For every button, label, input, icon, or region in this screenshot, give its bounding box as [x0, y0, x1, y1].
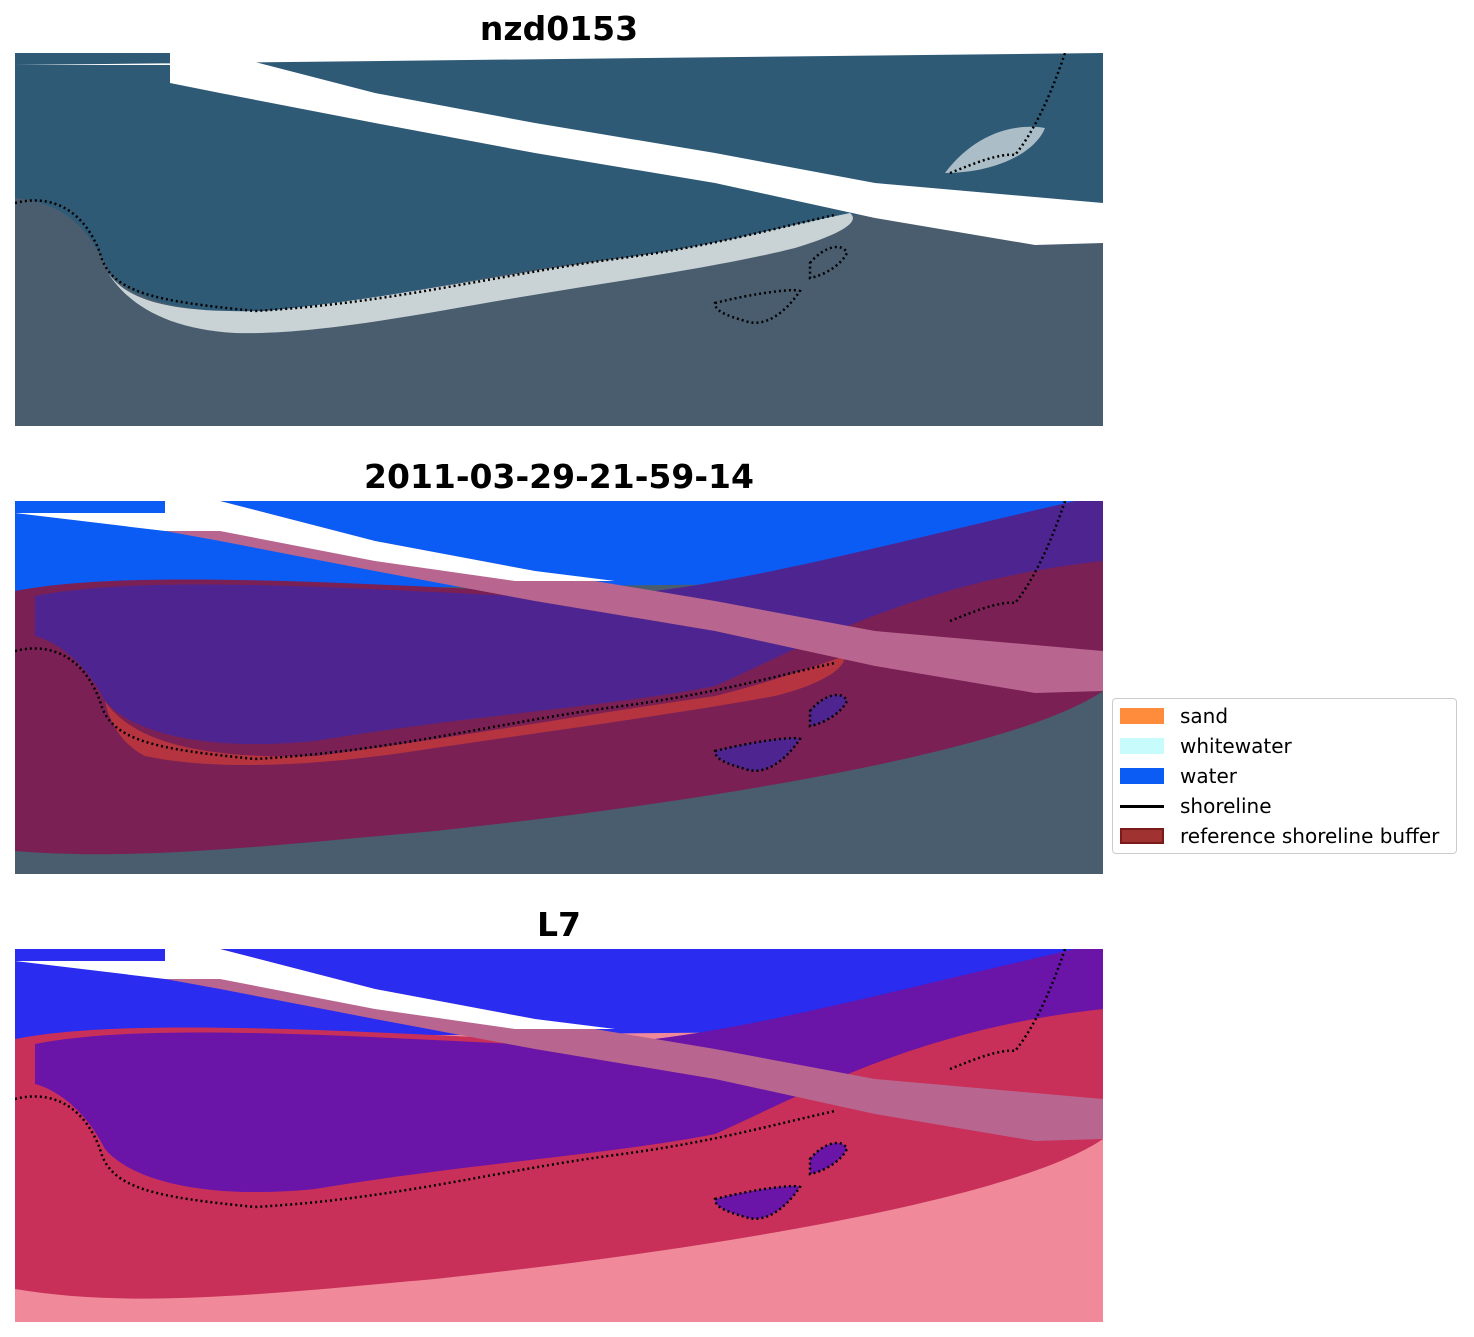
panel-title-index: L7: [537, 905, 581, 944]
sand-swatch: [1120, 708, 1164, 724]
legend-label-reference-buffer: reference shoreline buffer: [1180, 824, 1440, 848]
legend-item-water: water: [1120, 761, 1237, 791]
index-image-panel: [15, 949, 1103, 1322]
classified-image-panel: [15, 501, 1103, 874]
classified-image: [15, 501, 1103, 874]
legend: sand whitewater water shoreline referenc…: [1112, 698, 1457, 854]
rgb-satellite-image: [15, 53, 1103, 426]
legend-item-reference-buffer: reference shoreline buffer: [1120, 821, 1439, 851]
legend-item-whitewater: whitewater: [1120, 731, 1292, 761]
panel-title-classified: 2011-03-29-21-59-14: [364, 457, 754, 496]
panel-title-rgb: nzd0153: [479, 9, 639, 48]
legend-item-sand: sand: [1120, 701, 1228, 731]
shoreline-line-swatch: [1120, 804, 1164, 808]
legend-label-shoreline: shoreline: [1180, 794, 1272, 818]
legend-label-sand: sand: [1180, 704, 1229, 728]
legend-item-shoreline: shoreline: [1120, 791, 1272, 821]
reference-buffer-swatch: [1120, 828, 1164, 844]
water-swatch: [1120, 768, 1164, 784]
whitewater-swatch: [1120, 738, 1164, 754]
legend-label-whitewater: whitewater: [1180, 734, 1292, 758]
legend-label-water: water: [1180, 764, 1237, 788]
rgb-image-panel: [15, 53, 1103, 426]
index-image: [15, 949, 1103, 1322]
